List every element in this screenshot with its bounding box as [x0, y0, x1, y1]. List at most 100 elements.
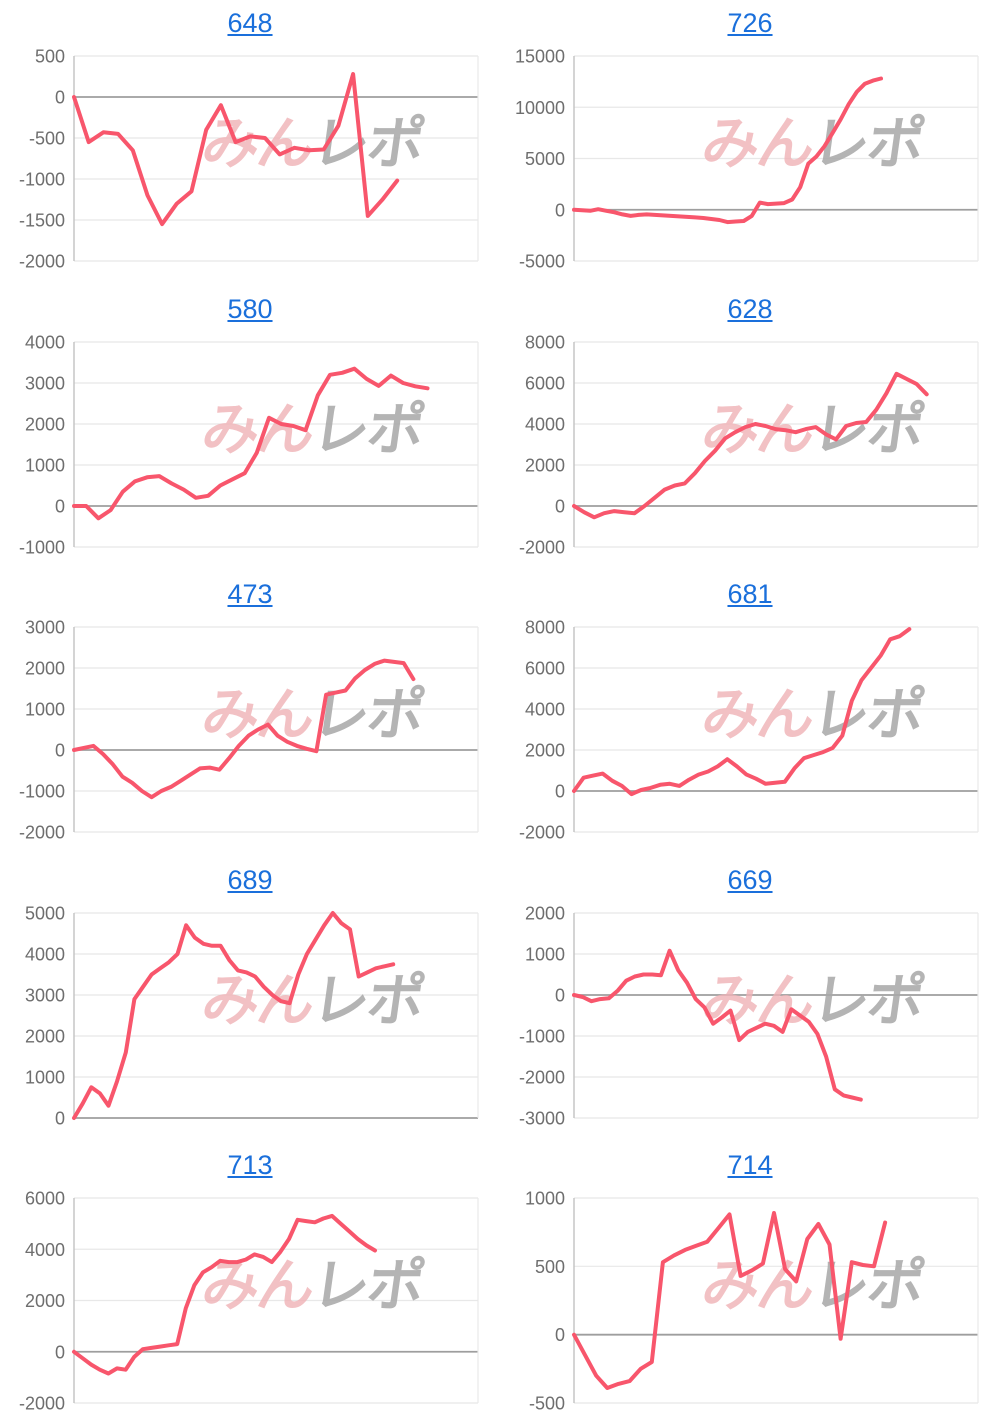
chart-title-link[interactable]: 714 — [727, 1150, 773, 1181]
data-line — [72, 658, 416, 800]
line-chart: 500 0 -500 -1000 -1500 -2000 みんレポ — [19, 47, 479, 272]
y-tick-label: 5000 — [525, 149, 565, 169]
data-line — [72, 366, 430, 520]
chart-cell: 713 6000 4000 2000 0 -2000 みんレポ — [0, 1142, 500, 1428]
chart-cell: 628 8000 6000 4000 2000 0 -2000 みんレポ — [500, 286, 1000, 572]
chart-cell: 580 4000 3000 2000 1000 0 -1000 みんレポ — [0, 286, 500, 572]
line-chart: 5000 4000 3000 2000 1000 0 みんレポ — [25, 903, 479, 1128]
watermark-pink-text: みん — [698, 112, 818, 176]
chart-cell: 648 500 0 -500 -1000 -1500 -2000 みんレポ — [0, 0, 500, 286]
y-tick-label: -5000 — [519, 252, 565, 272]
chart-title-link[interactable]: 669 — [727, 864, 773, 895]
y-tick-label: 3000 — [25, 985, 65, 1005]
chart-cell: 714 1000 500 0 -500 みんレポ — [500, 1142, 1000, 1428]
y-tick-label: 4000 — [525, 414, 565, 434]
y-tick-label: 2000 — [25, 1291, 65, 1311]
y-tick-label: 4000 — [25, 1240, 65, 1260]
watermark-gray-text: レポ — [808, 398, 927, 462]
watermark: みんレポ — [698, 1255, 927, 1319]
line-chart: 15000 10000 5000 0 -5000 みんレポ — [515, 47, 979, 272]
watermark-pink-text: みん — [698, 683, 818, 747]
y-tick-label: 2000 — [525, 903, 565, 923]
y-tick-label: -2000 — [519, 537, 565, 557]
chart-title-wrap: 681 — [500, 571, 1000, 617]
y-tick-label: 8000 — [525, 332, 565, 352]
y-tick-label: 4000 — [25, 944, 65, 964]
data-line — [572, 627, 912, 797]
data-line — [72, 1214, 377, 1376]
watermark: みんレポ — [198, 1255, 427, 1319]
y-tick-label: -2000 — [19, 823, 65, 843]
y-tick-label: 0 — [55, 496, 65, 516]
y-tick-label: -3000 — [519, 1108, 565, 1128]
watermark-pink-text: みん — [198, 112, 318, 176]
watermark: みんレポ — [698, 683, 927, 747]
y-tick-label: 2000 — [25, 659, 65, 679]
chart-title-wrap: 689 — [0, 857, 500, 903]
y-tick-label: 500 — [535, 1257, 565, 1277]
watermark: みんレポ — [198, 969, 427, 1033]
chart-title-wrap: 713 — [0, 1142, 500, 1188]
watermark: みんレポ — [698, 112, 927, 176]
y-tick-label: 6000 — [25, 1189, 65, 1209]
line-chart: 8000 6000 4000 2000 0 -2000 みんレポ — [519, 332, 979, 557]
chart-title-wrap: 669 — [500, 857, 1000, 903]
y-tick-label: -2000 — [519, 823, 565, 843]
line-chart: 8000 6000 4000 2000 0 -2000 みんレポ — [519, 618, 979, 843]
chart-title-link[interactable]: 726 — [727, 8, 773, 38]
y-tick-label: 6000 — [525, 373, 565, 393]
watermark-gray-text: レポ — [808, 683, 927, 747]
y-tick-label: 0 — [555, 200, 565, 220]
watermark-gray-text: レポ — [308, 398, 427, 462]
y-tick-label: 15000 — [515, 47, 565, 67]
y-tick-label: 2000 — [25, 414, 65, 434]
y-tick-label: 2000 — [25, 1026, 65, 1046]
chart-title-wrap: 726 — [500, 0, 1000, 46]
line-chart: 3000 2000 1000 0 -1000 -2000 みんレポ — [19, 618, 479, 843]
y-tick-label: -1000 — [519, 1026, 565, 1046]
y-tick-label: -1000 — [19, 170, 65, 190]
y-tick-label: -1000 — [19, 782, 65, 802]
watermark-pink-text: みん — [198, 1255, 318, 1319]
chart-title-link[interactable]: 681 — [727, 579, 773, 610]
watermark-pink-text: みん — [198, 683, 318, 747]
watermark: みんレポ — [698, 398, 927, 462]
chart-cell: 689 5000 4000 3000 2000 1000 0 みんレポ — [0, 857, 500, 1143]
y-tick-label: 1000 — [25, 1067, 65, 1087]
chart-cell: 473 3000 2000 1000 0 -1000 -2000 みんレポ — [0, 571, 500, 857]
chart-title-link[interactable]: 689 — [227, 864, 273, 895]
chart-title-link[interactable]: 473 — [227, 579, 273, 610]
chart-title-wrap: 473 — [0, 571, 500, 617]
data-line — [72, 910, 396, 1120]
y-tick-label: -1000 — [19, 537, 65, 557]
chart-title-link[interactable]: 628 — [727, 293, 773, 324]
chart-title-link[interactable]: 648 — [227, 8, 273, 38]
chart-title-link[interactable]: 713 — [227, 1150, 273, 1181]
data-line — [572, 371, 929, 519]
y-tick-label: -2000 — [19, 252, 65, 272]
chart-cell: 669 2000 1000 0 -1000 -2000 -3000 みんレポ — [500, 857, 1000, 1143]
y-tick-label: 6000 — [525, 659, 565, 679]
line-chart: 1000 500 0 -500 みんレポ — [525, 1189, 979, 1414]
data-line — [572, 1211, 888, 1391]
y-tick-label: 5000 — [25, 903, 65, 923]
chart-title-link[interactable]: 580 — [227, 293, 273, 324]
y-tick-label: 4000 — [525, 700, 565, 720]
y-tick-label: 0 — [55, 88, 65, 108]
chart-title-wrap: 648 — [0, 0, 500, 46]
y-tick-label: 0 — [555, 782, 565, 802]
y-tick-label: 3000 — [25, 618, 65, 638]
y-tick-label: -500 — [529, 1394, 565, 1414]
watermark-gray-text: レポ — [308, 969, 427, 1033]
y-tick-label: -2000 — [519, 1067, 565, 1087]
y-tick-label: 1000 — [25, 455, 65, 475]
chart-cell: 681 8000 6000 4000 2000 0 -2000 みんレポ — [500, 571, 1000, 857]
y-tick-label: 8000 — [525, 618, 565, 638]
y-tick-label: 2000 — [525, 741, 565, 761]
y-tick-label: 500 — [35, 47, 65, 67]
watermark-gray-text: レポ — [308, 1255, 427, 1319]
y-tick-label: -2000 — [19, 1394, 65, 1414]
